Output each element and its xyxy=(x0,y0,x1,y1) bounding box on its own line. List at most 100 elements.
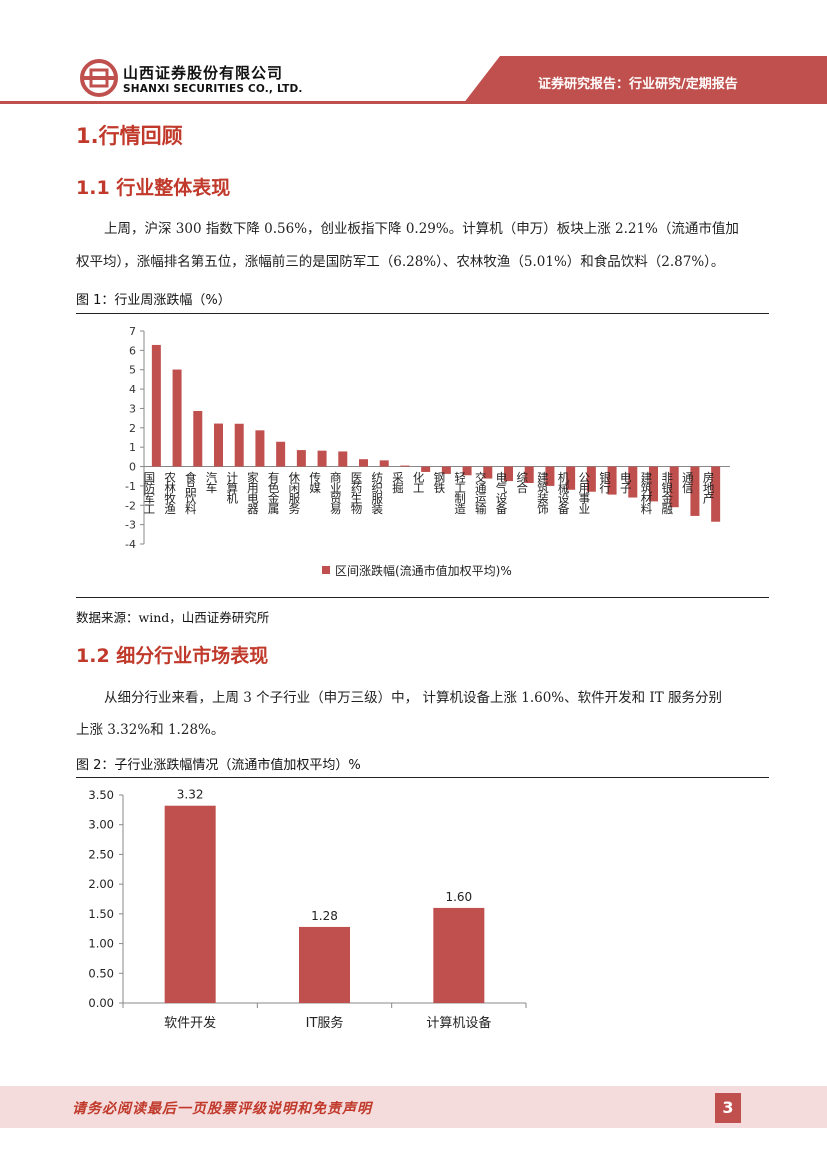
x-tick-label: 休闲服务 xyxy=(287,472,301,515)
x-tick-label: 食品饮料 xyxy=(184,471,198,516)
bar xyxy=(296,450,306,467)
y-tick-label: 2.00 xyxy=(88,877,114,891)
figure-caption: 图 2：子行业涨跌幅情况（流通市值加权平均）% xyxy=(76,758,361,773)
paragraph-line: 上周，沪深 300 指数下降 0.56%，创业板指下降 0.29%。计算机（申万… xyxy=(104,221,739,237)
bar xyxy=(400,465,410,467)
x-tick-label: 非银金融 xyxy=(660,472,674,516)
x-tick-label: 有色金属 xyxy=(267,471,281,516)
x-tick-label: 汽车 xyxy=(205,471,219,495)
figure-top-rule xyxy=(76,777,769,778)
bar xyxy=(433,907,485,1003)
bar xyxy=(338,451,348,467)
x-tick-label: 轻工制造 xyxy=(453,471,467,515)
paragraph-line: 权平均），涨幅排名第五位，涨幅前三的是国防军工（6.28%）、农林牧渔（5.01… xyxy=(76,254,725,270)
y-tick-label: 2.50 xyxy=(88,847,114,861)
x-tick-label: 计算机 xyxy=(225,472,239,504)
y-tick-label: 7 xyxy=(129,325,136,338)
bar xyxy=(690,466,700,516)
bar xyxy=(359,459,368,467)
paragraph-line: 从细分行业来看，上周 3 个子行业（申万三级）中， 计算机设备上涨 1.60%、… xyxy=(104,690,723,706)
industry-weekly-change-chart: 7 6 5 4 3 2 1 0 -1 -2 -3 -4 国防军工 农林牧渔 食品饮料 汽车 计算机 家用电器 有色金… xyxy=(125,325,730,578)
bar xyxy=(299,926,350,1003)
page-number: 3 xyxy=(715,1093,741,1123)
x-tick-label: 建筑材料 xyxy=(640,471,654,516)
x-tick-label: 银行 xyxy=(598,471,612,495)
bar xyxy=(649,466,658,502)
section-title: 1.行情回顾 xyxy=(76,124,183,148)
data-label: 1.60 xyxy=(445,890,472,904)
x-tick-label: 计算机设备 xyxy=(426,1015,491,1031)
bar xyxy=(504,466,513,482)
y-tick-label: 0.00 xyxy=(88,996,114,1010)
bar xyxy=(586,466,596,492)
x-tick-label: 钢铁 xyxy=(432,472,446,494)
x-tick-label: 商业贸易 xyxy=(329,471,343,516)
y-tick-label: 6 xyxy=(129,344,136,357)
bar xyxy=(545,466,555,486)
legend-label: 区间涨跌幅(流通市值加权平均)% xyxy=(335,563,512,578)
x-tick-label: 软件开发 xyxy=(164,1015,216,1031)
x-tick-label: 传媒 xyxy=(308,471,322,495)
bar xyxy=(379,460,389,467)
y-tick-label: 3 xyxy=(129,402,136,415)
bar xyxy=(669,466,679,508)
bar xyxy=(607,466,617,495)
x-tick-label: 医药生物 xyxy=(350,472,364,515)
bar xyxy=(441,466,451,474)
x-tick-label: 通信 xyxy=(681,472,695,495)
x-tick-label: 公用事业 xyxy=(577,472,591,514)
y-tick-label: 1.00 xyxy=(88,937,114,951)
y-tick-label: 5 xyxy=(129,364,136,377)
bar xyxy=(317,450,327,467)
x-tick-label: IT服务 xyxy=(306,1015,344,1031)
bar xyxy=(255,430,265,467)
x-tick-label: 建筑装饰 xyxy=(536,471,550,515)
header-banner xyxy=(80,56,827,104)
bar xyxy=(234,423,244,467)
bar xyxy=(164,805,216,1003)
bar xyxy=(421,466,431,472)
y-tick-label: 1 xyxy=(129,441,136,454)
bar xyxy=(214,423,223,467)
y-tick-label: 4 xyxy=(129,383,136,396)
bar xyxy=(566,466,576,490)
bar xyxy=(524,466,534,484)
bar xyxy=(193,410,203,467)
x-tick-label: 综合 xyxy=(515,471,529,494)
company-name-en: SHANXI SECURITIES CO., LTD. xyxy=(123,83,303,95)
report-type: 证券研究报告：行业研究/定期报告 xyxy=(538,77,738,92)
data-label: 1.28 xyxy=(311,909,338,923)
x-tick-label: 化工 xyxy=(412,471,426,493)
x-tick-label: 纺织服装 xyxy=(370,471,384,516)
subsection-title: 1.2 细分行业市场表现 xyxy=(76,645,269,667)
y-tick-label: 1.50 xyxy=(88,907,114,921)
page-footer xyxy=(0,1086,827,1128)
company-logo-icon xyxy=(80,59,118,97)
x-tick-label: 家用电器 xyxy=(246,471,260,516)
data-label: 3.32 xyxy=(177,788,204,802)
y-tick-label: 2 xyxy=(129,422,136,435)
y-tick-label: -2 xyxy=(125,499,136,512)
figure-bottom-rule xyxy=(76,597,769,598)
x-tick-label: 电气设备 xyxy=(495,472,509,516)
x-tick-label: 机械设备 xyxy=(557,471,571,516)
paragraph-line: 上涨 3.32%和 1.28%。 xyxy=(76,722,225,738)
y-tick-label: -4 xyxy=(125,538,136,551)
bar xyxy=(462,466,472,476)
x-tick-label: 采掘 xyxy=(391,472,405,495)
x-tick-label: 交通运输 xyxy=(474,471,488,516)
y-tick-label: -1 xyxy=(125,480,136,493)
bar xyxy=(483,466,493,479)
y-tick-label: -3 xyxy=(125,519,136,532)
bar xyxy=(276,441,286,467)
x-tick-label: 电子 xyxy=(619,472,633,494)
y-tick-label: 3.00 xyxy=(88,818,114,832)
company-name-cn: 山西证券股份有限公司 xyxy=(123,64,284,82)
bar xyxy=(711,466,721,522)
subsection-title: 1.1 行业整体表现 xyxy=(76,177,231,199)
x-tick-label: 农林牧渔 xyxy=(163,471,177,516)
disclaimer-notice: 请务必阅读最后一页股票评级说明和免责声明 xyxy=(72,1101,372,1117)
x-tick-label: 国防军工 xyxy=(142,472,156,514)
page-header: 山西证券股份有限公司 SHANXI SECURITIES CO., LTD. 证… xyxy=(0,0,827,104)
x-tick-label: 房地产 xyxy=(702,472,716,505)
